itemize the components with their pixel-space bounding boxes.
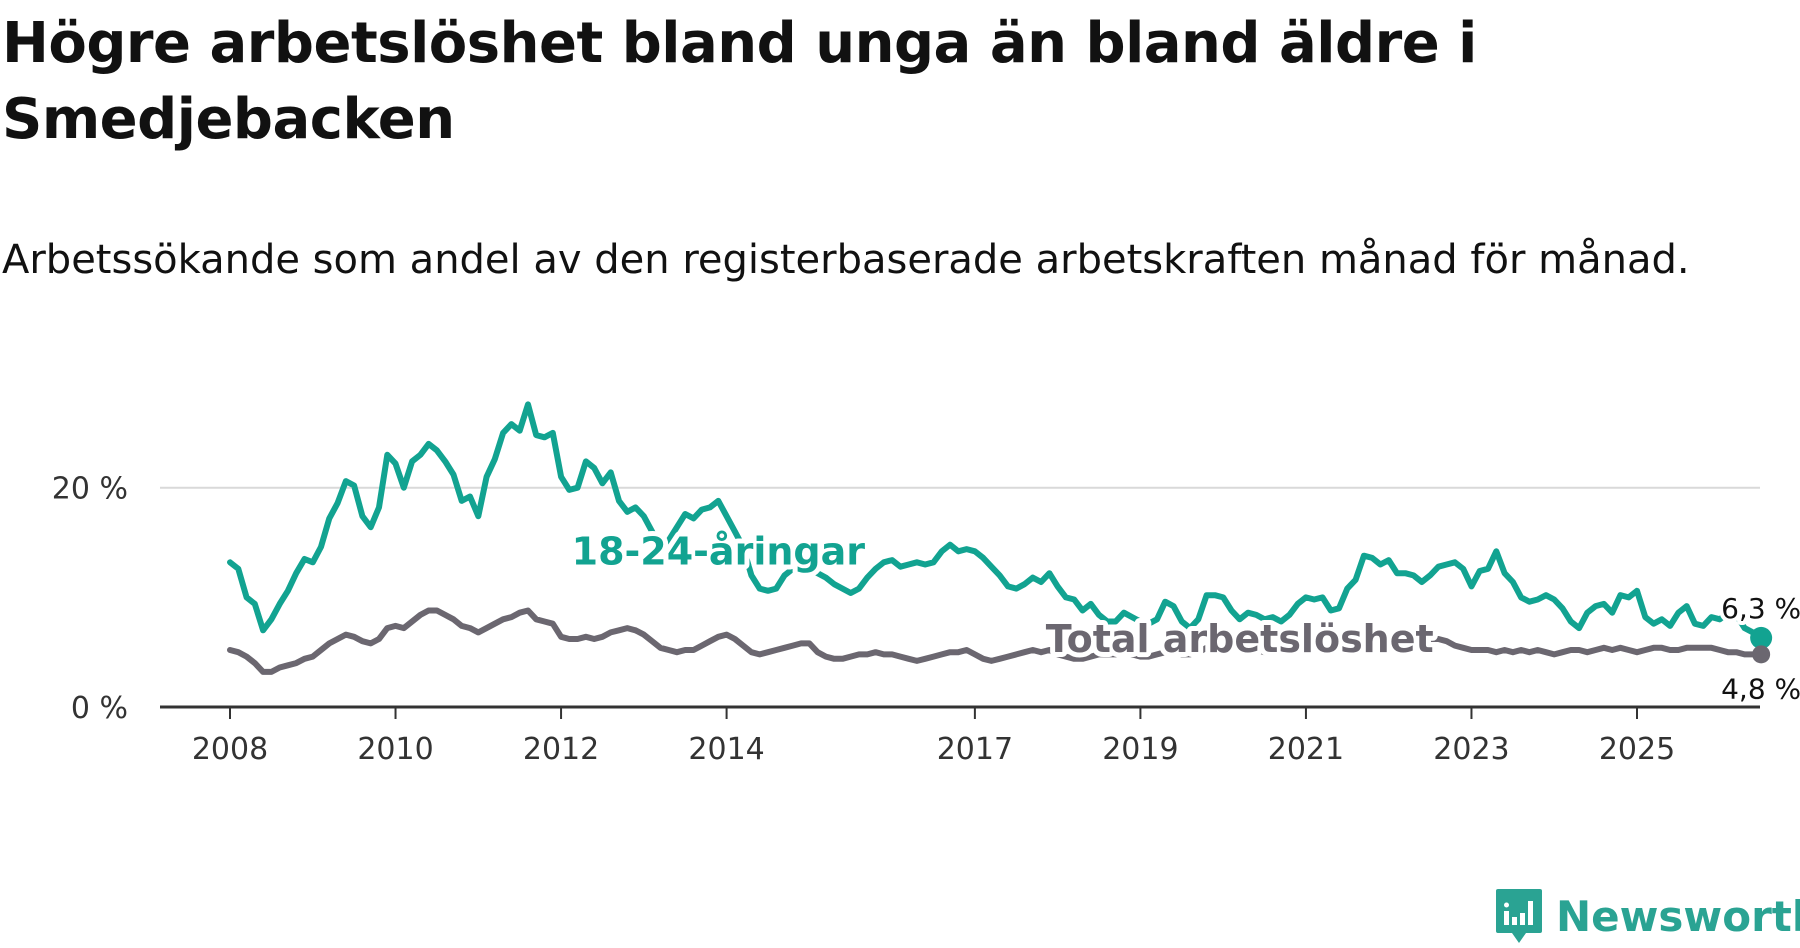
y-tick-label: 20 % xyxy=(52,472,128,507)
x-tick-label: 2021 xyxy=(1268,732,1344,767)
series-line-total xyxy=(227,607,1765,675)
newsworthy-logo-icon xyxy=(1496,889,1542,943)
x-tick-label: 2010 xyxy=(357,732,433,767)
chart-subtitle: Arbetssökande som andel av den registerb… xyxy=(2,237,1690,283)
series-lines xyxy=(227,401,1773,675)
end-value-label-total: 4,8 % xyxy=(1721,672,1800,705)
brand-name: Newsworthy xyxy=(1556,891,1800,941)
series-labels: 18-24-åringar 6,3 % Total arbetslöshet 4,8 … xyxy=(567,524,1800,709)
x-tick-label: 2012 xyxy=(523,732,599,767)
series-label-youth: 18-24-åringar xyxy=(572,529,866,573)
line-chart: 0 % 20 % 2008 2010 2012 2014 2017 2019 2021 2023… xyxy=(52,401,1800,767)
series-label-total: Total arbetslöshet xyxy=(1046,617,1434,661)
series-end-marker-youth xyxy=(1750,626,1773,649)
x-axis-ticks: 2008 2010 2012 2014 2017 2019 2021 2023 2025 xyxy=(160,705,1760,767)
x-tick-label: 2014 xyxy=(688,732,764,767)
x-tick-label: 2008 xyxy=(192,732,268,767)
brand-logo: Newsworthy xyxy=(1494,884,1800,948)
series-end-marker-total xyxy=(1752,645,1771,664)
end-value-label-youth: 6,3 % xyxy=(1721,592,1800,625)
x-tick-label: 2023 xyxy=(1433,732,1509,767)
x-tick-label: 2017 xyxy=(937,732,1013,767)
chart-title: Högre arbetslöshet bland unga än bland ä… xyxy=(2,11,1477,152)
y-axis-ticks: 0 % 20 % xyxy=(52,472,128,726)
series-line-youth xyxy=(227,401,1765,641)
y-tick-label: 0 % xyxy=(71,691,128,726)
x-tick-label: 2019 xyxy=(1102,732,1178,767)
x-tick-label: 2025 xyxy=(1599,732,1675,767)
